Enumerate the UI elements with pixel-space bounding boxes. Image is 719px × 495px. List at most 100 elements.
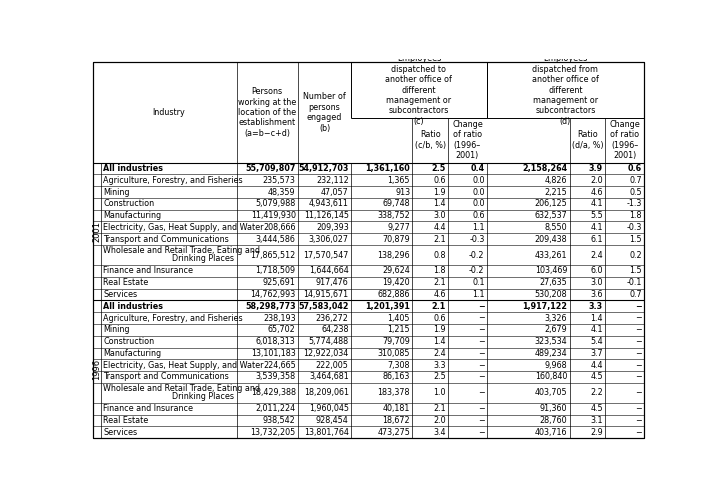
Text: 9,277: 9,277 bbox=[388, 223, 410, 232]
Text: −: − bbox=[635, 428, 641, 437]
Text: All industries: All industries bbox=[103, 164, 163, 173]
Text: 473,275: 473,275 bbox=[377, 428, 410, 437]
Text: Drinking Places: Drinking Places bbox=[173, 392, 234, 401]
Text: 5,774,488: 5,774,488 bbox=[308, 337, 349, 346]
Text: 17,865,512: 17,865,512 bbox=[250, 250, 296, 259]
Text: 632,537: 632,537 bbox=[534, 211, 567, 220]
Text: 2.5: 2.5 bbox=[431, 164, 446, 173]
Text: 4.6: 4.6 bbox=[590, 188, 603, 197]
Text: 235,573: 235,573 bbox=[262, 176, 296, 185]
Text: 0.6: 0.6 bbox=[628, 164, 641, 173]
Text: Mining: Mining bbox=[103, 325, 129, 334]
Text: -0.3: -0.3 bbox=[626, 223, 641, 232]
Text: 917,476: 917,476 bbox=[316, 278, 349, 287]
Text: Ratio
(d/a, %): Ratio (d/a, %) bbox=[572, 130, 603, 150]
Text: 1.8: 1.8 bbox=[434, 266, 446, 275]
Text: 1,365: 1,365 bbox=[388, 176, 410, 185]
Text: 1,718,509: 1,718,509 bbox=[255, 266, 296, 275]
Text: 3.0: 3.0 bbox=[434, 211, 446, 220]
Text: 0.1: 0.1 bbox=[472, 278, 485, 287]
Text: 1.0: 1.0 bbox=[434, 389, 446, 397]
Text: 138,296: 138,296 bbox=[377, 250, 410, 259]
Text: 48,359: 48,359 bbox=[268, 188, 296, 197]
Text: 2.0: 2.0 bbox=[433, 416, 446, 425]
Text: Agriculture, Forestry, and Fisheries: Agriculture, Forestry, and Fisheries bbox=[103, 176, 243, 185]
Text: 1.1: 1.1 bbox=[472, 223, 485, 232]
Text: 19,420: 19,420 bbox=[383, 278, 410, 287]
Text: 1.4: 1.4 bbox=[434, 199, 446, 208]
Text: 4,943,611: 4,943,611 bbox=[309, 199, 349, 208]
Text: 2,158,264: 2,158,264 bbox=[522, 164, 567, 173]
Text: 70,879: 70,879 bbox=[383, 235, 410, 244]
Text: 338,752: 338,752 bbox=[377, 211, 410, 220]
Text: −: − bbox=[477, 361, 485, 370]
Text: 3,306,027: 3,306,027 bbox=[308, 235, 349, 244]
Text: 913: 913 bbox=[395, 188, 410, 197]
Text: 928,454: 928,454 bbox=[316, 416, 349, 425]
Text: 2.1: 2.1 bbox=[433, 278, 446, 287]
Text: −: − bbox=[477, 372, 485, 382]
Text: 2.1: 2.1 bbox=[433, 235, 446, 244]
Text: −: − bbox=[635, 404, 641, 413]
Text: 5.4: 5.4 bbox=[590, 337, 603, 346]
Text: 0.0: 0.0 bbox=[472, 188, 485, 197]
Text: Transport and Communications: Transport and Communications bbox=[103, 372, 229, 382]
Text: −: − bbox=[477, 404, 485, 413]
Text: 3.0: 3.0 bbox=[590, 278, 603, 287]
Text: -1.3: -1.3 bbox=[626, 199, 641, 208]
Text: Number of
persons
engaged
(b): Number of persons engaged (b) bbox=[303, 93, 346, 133]
Text: 403,705: 403,705 bbox=[535, 389, 567, 397]
Text: Industry: Industry bbox=[152, 108, 185, 117]
Text: 17,570,547: 17,570,547 bbox=[303, 250, 349, 259]
Text: -0.3: -0.3 bbox=[469, 235, 485, 244]
Text: 433,261: 433,261 bbox=[535, 250, 567, 259]
Text: 3.3: 3.3 bbox=[434, 361, 446, 370]
Text: Real Estate: Real Estate bbox=[103, 278, 148, 287]
Text: Employees
dispatched from
another office of
different
management or
subcontracto: Employees dispatched from another office… bbox=[532, 54, 599, 126]
Text: 3,326: 3,326 bbox=[545, 313, 567, 323]
Text: 938,542: 938,542 bbox=[263, 416, 296, 425]
Text: −: − bbox=[635, 361, 641, 370]
Text: 13,101,183: 13,101,183 bbox=[251, 349, 296, 358]
Text: −: − bbox=[635, 313, 641, 323]
Text: 2.1: 2.1 bbox=[431, 302, 446, 311]
Text: −: − bbox=[635, 337, 641, 346]
Text: 28,760: 28,760 bbox=[540, 416, 567, 425]
Text: 91,360: 91,360 bbox=[540, 404, 567, 413]
Text: −: − bbox=[635, 325, 641, 334]
Text: 58,298,773: 58,298,773 bbox=[245, 302, 296, 311]
Text: 0.4: 0.4 bbox=[470, 164, 485, 173]
Text: −: − bbox=[635, 416, 641, 425]
Text: Electricity, Gas, Heat Supply, and Water: Electricity, Gas, Heat Supply, and Water bbox=[103, 223, 264, 232]
Text: 3.6: 3.6 bbox=[590, 290, 603, 299]
Text: 3.9: 3.9 bbox=[589, 164, 603, 173]
Text: -0.2: -0.2 bbox=[469, 250, 485, 259]
Text: 13,801,764: 13,801,764 bbox=[304, 428, 349, 437]
Text: 0.6: 0.6 bbox=[434, 176, 446, 185]
Text: All industries: All industries bbox=[103, 302, 163, 311]
Text: 54,912,703: 54,912,703 bbox=[298, 164, 349, 173]
Text: 1,361,160: 1,361,160 bbox=[365, 164, 410, 173]
Text: 27,635: 27,635 bbox=[539, 278, 567, 287]
Text: 14,762,993: 14,762,993 bbox=[250, 290, 296, 299]
Text: −: − bbox=[477, 313, 485, 323]
Text: Mining: Mining bbox=[103, 188, 129, 197]
Text: 0.0: 0.0 bbox=[472, 176, 485, 185]
Text: −: − bbox=[635, 302, 641, 311]
Text: 238,193: 238,193 bbox=[263, 313, 296, 323]
Text: 14,915,671: 14,915,671 bbox=[303, 290, 349, 299]
Text: Wholesale and Retail Trade, Eating and: Wholesale and Retail Trade, Eating and bbox=[103, 384, 260, 393]
Text: 209,393: 209,393 bbox=[316, 223, 349, 232]
Text: 183,378: 183,378 bbox=[377, 389, 410, 397]
Text: Transport and Communications: Transport and Communications bbox=[103, 235, 229, 244]
Text: 2.0: 2.0 bbox=[590, 176, 603, 185]
Text: 232,112: 232,112 bbox=[316, 176, 349, 185]
Text: 6.0: 6.0 bbox=[590, 266, 603, 275]
Text: 2.4: 2.4 bbox=[433, 349, 446, 358]
Text: 2.5: 2.5 bbox=[433, 372, 446, 382]
Text: 310,085: 310,085 bbox=[377, 349, 410, 358]
Text: Construction: Construction bbox=[103, 337, 154, 346]
Text: 18,429,388: 18,429,388 bbox=[251, 389, 296, 397]
Text: 1,917,122: 1,917,122 bbox=[522, 302, 567, 311]
Text: 3,464,681: 3,464,681 bbox=[309, 372, 349, 382]
